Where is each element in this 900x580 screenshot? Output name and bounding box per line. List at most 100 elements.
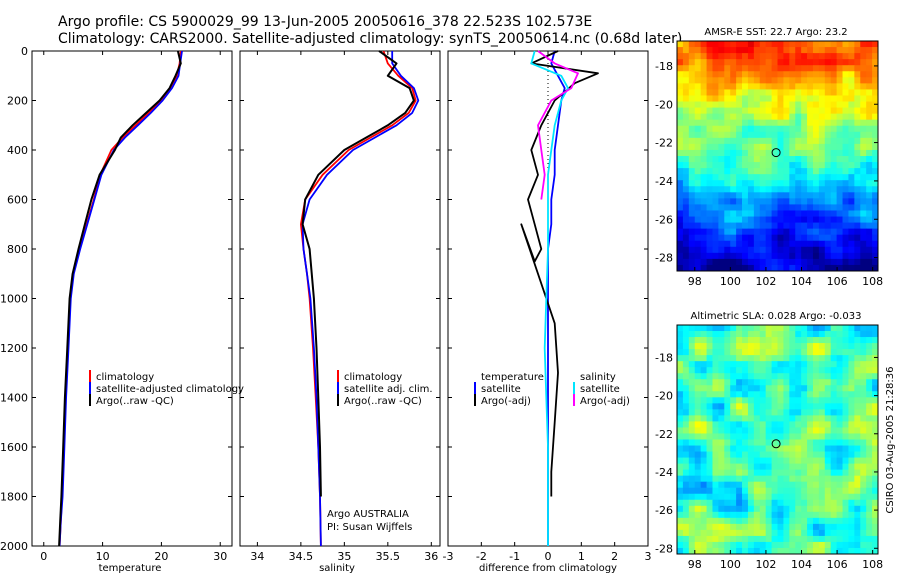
heatmap-cell <box>688 457 696 465</box>
heatmap-cell <box>836 469 843 477</box>
heatmap-cell <box>842 216 849 223</box>
heatmap-cell <box>860 53 867 60</box>
heatmap-cell <box>682 83 690 90</box>
title-line1: Argo profile: CS 5900029_99 13-Jun-2005 … <box>58 14 592 30</box>
heatmap-cell <box>736 95 743 102</box>
heatmap-cell <box>795 541 802 549</box>
heatmap-cell <box>742 421 749 428</box>
heatmap-cell <box>860 137 867 145</box>
heatmap-cell <box>842 95 849 102</box>
heatmap-cell <box>688 59 696 66</box>
heatmap-cell <box>694 264 702 272</box>
heatmap-cell <box>700 143 707 151</box>
heatmap-cell <box>789 137 796 145</box>
heatmap-cell <box>795 65 802 72</box>
heatmap-cell <box>818 131 826 139</box>
heatmap-cell <box>854 71 861 78</box>
heatmap-cell <box>724 331 731 338</box>
heatmap-cell <box>854 523 861 531</box>
heatmap-cell <box>824 547 832 555</box>
heatmap-cell <box>807 240 814 248</box>
heatmap-cell <box>730 331 737 338</box>
heatmap-cell <box>777 403 784 410</box>
heatmap-cell <box>830 174 838 181</box>
heatmap-cell <box>789 475 796 483</box>
heatmap-cell <box>818 95 826 102</box>
heatmap-cell <box>765 409 772 416</box>
heatmap-cell <box>777 162 784 169</box>
heatmap-cell <box>747 222 755 230</box>
heatmap-cell <box>759 107 767 115</box>
heatmap-cell <box>830 65 838 72</box>
heatmap-cell <box>848 77 855 84</box>
heatmap-cell <box>688 361 696 368</box>
heatmap-cell <box>747 119 755 127</box>
heatmap-cell <box>824 361 832 368</box>
heatmap-cell <box>848 391 855 398</box>
heatmap-cell <box>688 71 696 78</box>
heatmap-cell <box>753 385 761 392</box>
heatmap-cell <box>747 101 755 108</box>
heatmap-cell <box>682 481 690 489</box>
heatmap-cell <box>742 186 749 193</box>
heatmap-cell <box>730 125 737 133</box>
heatmap-cell <box>677 228 684 236</box>
heatmap-cell <box>830 125 838 133</box>
heatmap-cell <box>854 343 861 350</box>
heatmap-cell <box>789 240 796 248</box>
heatmap-cell <box>824 391 832 398</box>
heatmap-cell <box>677 113 684 121</box>
heatmap-cell <box>759 77 767 84</box>
heatmap-cell <box>836 71 843 78</box>
heatmap-cell <box>830 41 838 48</box>
heatmap-cell <box>836 198 843 205</box>
heatmap-cell <box>783 83 790 90</box>
heatmap-cell <box>688 41 696 48</box>
heatmap-cell <box>700 499 707 507</box>
heatmap-cell <box>777 547 784 555</box>
heatmap-cell <box>836 499 843 507</box>
heatmap-cell <box>706 77 713 84</box>
heatmap-cell <box>807 156 814 163</box>
heatmap-cell <box>736 397 743 404</box>
heatmap-cell <box>818 463 826 471</box>
heatmap-cell <box>736 258 743 266</box>
heatmap-cell <box>688 325 696 332</box>
heatmap-cell <box>783 101 790 108</box>
heatmap-cell <box>753 228 761 236</box>
heatmap-cell <box>842 186 849 193</box>
heatmap-cell <box>736 252 743 260</box>
heatmap-cell <box>742 409 749 416</box>
heatmap-cell <box>848 216 855 223</box>
heatmap-cell <box>765 156 772 163</box>
heatmap-cell <box>812 137 820 145</box>
heatmap-cell <box>824 481 832 489</box>
heatmap-cell <box>848 186 855 193</box>
legend-label-climatology: climatology <box>344 372 402 383</box>
heatmap-cell <box>872 481 879 489</box>
heatmap-cell <box>712 463 719 471</box>
heatmap-cell <box>848 331 855 338</box>
heatmap-cell <box>872 180 879 187</box>
heatmap-cell <box>830 234 838 242</box>
heatmap-cell <box>872 349 879 356</box>
heatmap-cell <box>771 439 778 446</box>
heatmap-cell <box>706 252 713 260</box>
heatmap-cell <box>866 463 873 471</box>
heatmap-cell <box>777 535 784 543</box>
heatmap-cell <box>860 125 867 133</box>
heatmap-cell <box>765 487 772 495</box>
heatmap-cell <box>866 397 873 404</box>
heatmap-cell <box>872 367 879 374</box>
heatmap-cell <box>842 331 849 338</box>
heatmap-cell <box>848 258 855 266</box>
heatmap-cell <box>860 156 867 163</box>
heatmap-cell <box>854 409 861 416</box>
heatmap-cell <box>712 361 719 368</box>
heatmap-cell <box>712 101 719 108</box>
heatmap-cell <box>872 511 879 519</box>
heatmap-cell <box>771 168 778 175</box>
heatmap-cell <box>706 186 713 193</box>
heatmap-cell <box>682 493 690 501</box>
